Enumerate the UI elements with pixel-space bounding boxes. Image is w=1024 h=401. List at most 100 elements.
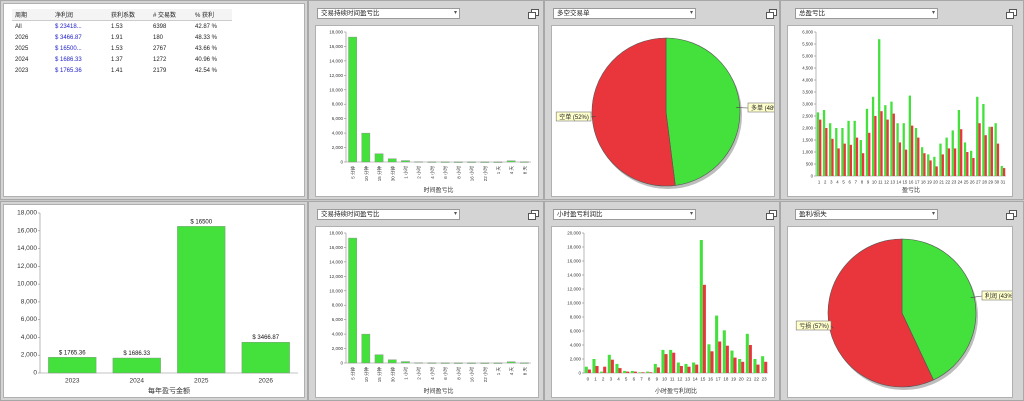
restore-window-icon[interactable] [766, 9, 777, 19]
chevron-down-icon: ▾ [453, 10, 457, 16]
bar [996, 143, 1000, 176]
restore-window-icon[interactable] [528, 210, 539, 220]
dropdown-value: 总盈亏比 [799, 10, 825, 17]
x-tick-label: 22 [754, 377, 760, 382]
chart-type-dropdown[interactable]: 盈利/损失 ▾ [795, 209, 938, 220]
chart-area: 多单 (48%) 空单 (52%) [551, 25, 784, 197]
slice-label: 亏损 (57%) [799, 322, 829, 330]
x-tick-label: 12 [884, 179, 889, 184]
table-row[interactable]: 2023 $ 1765.36 1.41 2179 42.54 % [12, 65, 232, 76]
chart-type-dropdown[interactable]: 交易持续时间盈亏比 ▾ [317, 209, 460, 220]
bar [957, 110, 961, 176]
bar [853, 120, 856, 176]
bar [939, 143, 942, 176]
x-tick-label: 8 小时 [455, 367, 462, 380]
table-row[interactable]: All $ 23418... 1.53 6398 42.87 % [12, 21, 232, 33]
chart-type-dropdown[interactable]: 总盈亏比 ▾ [795, 8, 938, 19]
y-tick-label: 16,000 [329, 245, 343, 250]
x-tick-label: 22 [945, 179, 950, 184]
bar [1000, 165, 1003, 176]
x-tick-label: 1 小时 [402, 367, 409, 380]
table-cell: $ 23418... [55, 23, 82, 30]
bar [595, 366, 599, 373]
bar [679, 366, 683, 373]
data-label: $ 1765.36 [59, 350, 86, 356]
bar [825, 128, 828, 176]
x-tick-label: 7 [640, 377, 643, 382]
x-tick-label: 1 [818, 179, 821, 184]
x-tick-label: 2026 [259, 378, 274, 385]
x-tick-label: 6 小时 [442, 166, 449, 179]
bar [653, 363, 657, 373]
bar [923, 153, 926, 176]
long-short-panel: 多空交易单 ▾ 多单 (48%) 空单 (52%) [544, 0, 784, 200]
bar [454, 362, 463, 364]
bar [687, 366, 691, 373]
restore-window-icon[interactable] [528, 9, 539, 19]
x-tick-label: 18 [921, 179, 926, 184]
bar [695, 364, 699, 373]
bar [493, 362, 503, 364]
column-header[interactable]: 获利系数 [108, 9, 150, 21]
y-tick-label: 20,000 [567, 231, 581, 236]
chart-type-dropdown[interactable]: 交易持续时间盈亏比 ▾ [317, 8, 460, 19]
restore-window-icon[interactable] [1006, 9, 1017, 19]
table-cell: 6398 [153, 23, 167, 30]
table-row[interactable]: 2026 $ 3466.87 1.91 180 48.33 % [12, 32, 232, 43]
table-row[interactable]: 2024 $ 1686.33 1.37 1272 40.96 % [12, 54, 232, 65]
bar [454, 161, 463, 163]
table-cell: 42.87 % [195, 23, 218, 30]
bar [984, 135, 987, 176]
x-tick-label: 8 天 [522, 367, 528, 376]
y-tick-label: 8,000 [332, 102, 344, 107]
bar [600, 371, 604, 373]
y-tick-label: 2,000 [332, 145, 344, 150]
bar [722, 330, 726, 373]
table-cell: 2026 [15, 34, 29, 41]
chevron-down-icon: ▾ [689, 211, 693, 217]
x-tick-label: 6 [633, 377, 636, 382]
table-cell: 40.96 % [195, 56, 218, 63]
x-tick-label: 4 小时 [429, 367, 436, 380]
table-row[interactable]: 2025 $ 16500... 1.53 2767 43.66 % [12, 43, 232, 54]
x-tick-label: 14 [896, 179, 901, 184]
bar [861, 153, 865, 176]
bar [761, 356, 765, 373]
bar [633, 371, 637, 373]
column-header[interactable]: % 获利 [192, 9, 232, 21]
stats-table: 周期 净利润 获利系数 # 交易数% 获利 All $ 23418... 1.53 6398… [12, 9, 232, 76]
chart-type-dropdown[interactable]: 小时盈亏利润比 ▾ [553, 209, 696, 220]
column-header[interactable]: 净利润 [52, 9, 108, 21]
bar [361, 333, 371, 364]
data-label: $ 16500 [190, 219, 212, 225]
y-tick-label: 5,000 [802, 54, 813, 59]
y-tick-label: 10,000 [17, 281, 37, 288]
bar [414, 362, 423, 364]
chart-type-dropdown[interactable]: 多空交易单 ▾ [553, 8, 696, 19]
table-cell: 2767 [153, 45, 167, 52]
bar [933, 156, 936, 176]
bar [896, 123, 899, 176]
bar [886, 119, 889, 176]
bar [699, 240, 703, 373]
column-header[interactable]: 周期 [12, 9, 52, 21]
bar [904, 149, 908, 176]
column-header[interactable]: # 交易数 [150, 9, 192, 21]
bar [847, 120, 850, 176]
table-cell: 2023 [15, 67, 29, 74]
restore-window-icon[interactable] [1006, 210, 1017, 220]
bar [702, 284, 706, 373]
x-tick-label: 3 [610, 377, 613, 382]
bar [756, 364, 760, 373]
bar [941, 154, 944, 176]
x-tick-label: 21 [746, 377, 752, 382]
y-tick-label: 2,000 [21, 352, 38, 359]
y-tick-label: 14,000 [17, 245, 37, 252]
restore-window-icon[interactable] [766, 210, 777, 220]
y-tick-label: 0 [578, 371, 581, 376]
x-tick-label: 1 [594, 377, 597, 382]
y-tick-label: 4,000 [802, 78, 813, 83]
y-tick-label: 18,000 [329, 30, 343, 35]
bar [610, 359, 614, 373]
table-cell: 1.53 [111, 23, 123, 30]
